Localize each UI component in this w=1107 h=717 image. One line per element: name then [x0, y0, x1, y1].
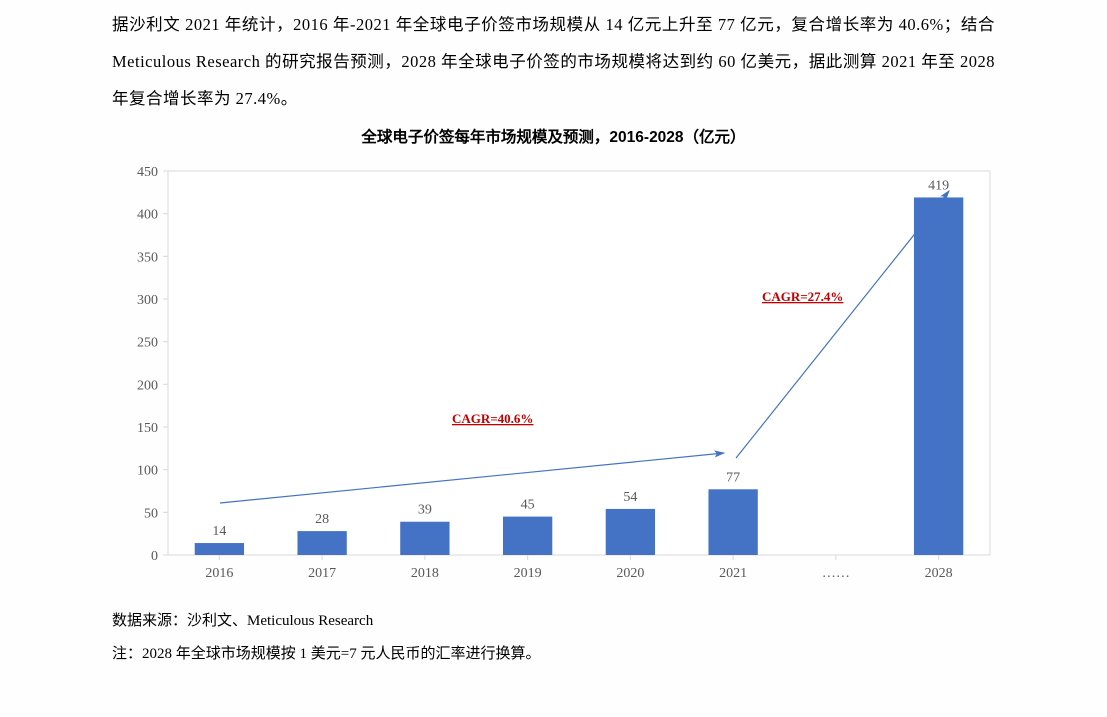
svg-text:419: 419	[928, 179, 949, 194]
svg-text:2016: 2016	[205, 566, 233, 581]
svg-text:28: 28	[315, 512, 329, 527]
svg-text:50: 50	[144, 507, 158, 522]
svg-text:39: 39	[418, 503, 432, 518]
svg-text:……: ……	[822, 566, 850, 581]
svg-text:2021: 2021	[719, 566, 747, 581]
svg-text:400: 400	[137, 208, 158, 223]
svg-text:CAGR=40.6%: CAGR=40.6%	[452, 411, 533, 426]
svg-text:200: 200	[137, 379, 158, 394]
svg-text:77: 77	[726, 471, 740, 486]
svg-text:2018: 2018	[411, 566, 439, 581]
svg-text:350: 350	[137, 251, 158, 266]
svg-text:2028: 2028	[925, 566, 953, 581]
svg-text:150: 150	[137, 421, 158, 436]
svg-text:54: 54	[623, 490, 637, 505]
chart-container: 0 50 100 150 200 250 300 350 400 450 2016 14 2017 28 2…	[112, 153, 995, 591]
svg-text:300: 300	[137, 293, 158, 308]
footnote-source: 数据来源：沙利文、Meticulous Research	[112, 605, 995, 638]
svg-text:2017: 2017	[308, 566, 336, 581]
chart-title: 全球电子价签每年市场规模及预测，2016-2028（亿元）	[0, 125, 1107, 147]
footnotes: 数据来源：沙利文、Meticulous Research 注：2028 年全球市…	[0, 591, 1107, 671]
body-paragraph: 据沙利文 2021 年统计，2016 年-2021 年全球电子价签市场规模从 1…	[0, 0, 1107, 117]
bar-chart: 0 50 100 150 200 250 300 350 400 450 2016 14 2017 28 2…	[112, 153, 1002, 591]
svg-text:100: 100	[137, 464, 158, 479]
svg-text:2020: 2020	[616, 566, 644, 581]
svg-text:2019: 2019	[514, 566, 542, 581]
footnote-note: 注：2028 年全球市场规模按 1 美元=7 元人民币的汇率进行换算。	[112, 638, 995, 671]
svg-text:450: 450	[137, 165, 158, 180]
svg-text:45: 45	[521, 498, 535, 513]
svg-text:CAGR=27.4%: CAGR=27.4%	[762, 289, 843, 304]
svg-text:14: 14	[212, 524, 226, 539]
svg-text:250: 250	[137, 336, 158, 351]
svg-text:0: 0	[151, 549, 158, 564]
